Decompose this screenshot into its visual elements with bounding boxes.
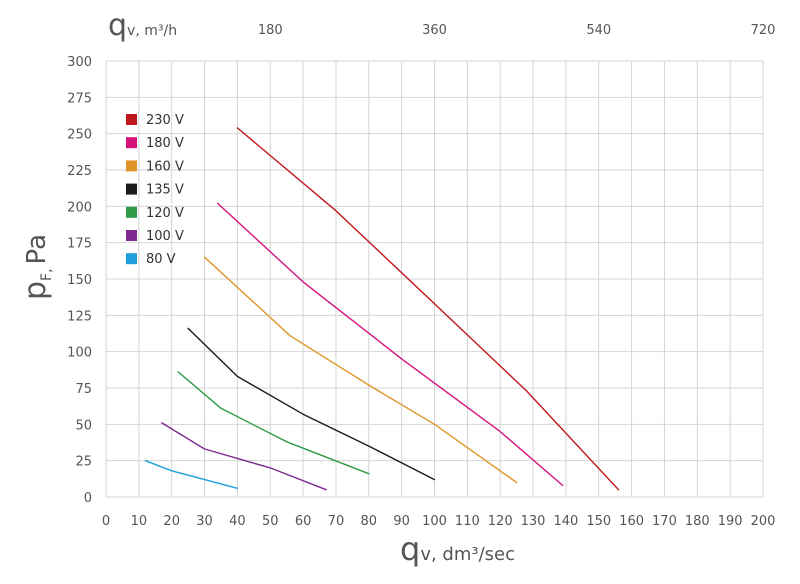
x-tick-label: 60 xyxy=(295,514,312,529)
x-tick-label: 40 xyxy=(229,514,246,529)
y-tick-label: 25 xyxy=(75,455,92,470)
x-tick-label: 130 xyxy=(521,514,546,529)
y-tick-label: 100 xyxy=(67,346,92,361)
y-tick-label: 75 xyxy=(75,382,92,397)
x-tick-label: 100 xyxy=(422,514,447,529)
x-tick-label: 80 xyxy=(361,514,378,529)
series-line-80v xyxy=(144,460,239,489)
legend-label: 120 V xyxy=(146,206,184,221)
series-line-135v xyxy=(187,327,436,481)
top-tick-label: 540 xyxy=(586,23,611,38)
top-tick-label: 360 xyxy=(422,23,447,38)
y-tick-label: 200 xyxy=(67,200,92,215)
legend-label: 135 V xyxy=(146,183,184,198)
y-tick-label: 250 xyxy=(67,128,92,143)
y-tick-label: 175 xyxy=(67,237,92,252)
legend-label: 180 V xyxy=(146,136,184,151)
y-tick-label: 275 xyxy=(67,91,92,106)
x-tick-label: 120 xyxy=(488,514,513,529)
top-axis-title: qv, m³/h xyxy=(108,8,177,43)
y-tick-label: 0 xyxy=(84,491,92,506)
y-tick-label: 225 xyxy=(67,164,92,179)
legend-label: 230 V xyxy=(146,113,184,128)
y-axis-title-main: p xyxy=(18,281,53,300)
x-tick-label: 160 xyxy=(619,514,644,529)
y-axis-ticks: 0 25 50 75 100 125 150 175 200 225 250 275 300 xyxy=(67,55,92,506)
x-tick-label: 50 xyxy=(262,514,279,529)
y-tick-label: 125 xyxy=(67,309,92,324)
x-tick-label: 140 xyxy=(553,514,578,529)
top-tick-label: 720 xyxy=(751,23,776,38)
legend-swatch xyxy=(126,183,137,195)
series-group xyxy=(144,127,620,491)
legend-swatch xyxy=(126,137,137,149)
y-axis-title-sub: F, xyxy=(39,268,55,281)
top-axis-title-sub: v, m³/h xyxy=(127,23,177,39)
x-axis-title-main: q xyxy=(400,530,420,568)
top-axis-title-main: q xyxy=(108,8,127,43)
series-line-120v xyxy=(177,371,370,475)
x-tick-label: 180 xyxy=(685,514,710,529)
y-tick-label: 150 xyxy=(67,273,92,288)
legend-label: 100 V xyxy=(146,229,184,244)
x-tick-label: 70 xyxy=(328,514,345,529)
x-axis-ticks: 0 10 20 30 40 50 60 70 80 90 100 110 120 130 140 150 160… xyxy=(102,514,776,529)
legend-swatch xyxy=(126,230,137,241)
x-tick-label: 30 xyxy=(196,514,213,529)
x-tick-label: 90 xyxy=(393,514,410,529)
grid xyxy=(105,60,764,498)
x-tick-label: 190 xyxy=(718,514,743,529)
x-tick-label: 170 xyxy=(652,514,677,529)
series-line-230v xyxy=(236,127,620,491)
x-tick-label: 0 xyxy=(102,514,110,529)
top-axis-ticks: 180 360 540 720 xyxy=(258,23,776,38)
series-line-100v xyxy=(161,422,327,491)
y-tick-label: 300 xyxy=(67,55,92,70)
y-axis-title-unit: Pa xyxy=(22,234,52,264)
x-tick-label: 10 xyxy=(131,514,148,529)
x-tick-label: 150 xyxy=(586,514,611,529)
series-line-160v xyxy=(203,256,518,484)
legend-label: 80 V xyxy=(146,252,176,267)
x-tick-label: 200 xyxy=(751,514,776,529)
x-axis-title-sub: v, dm³/sec xyxy=(420,544,515,565)
legend-swatch xyxy=(126,206,137,218)
legend-swatch xyxy=(126,114,137,125)
legend-swatch xyxy=(126,160,137,172)
top-tick-label: 180 xyxy=(258,23,283,38)
x-tick-label: 110 xyxy=(455,514,480,529)
legend-swatch xyxy=(126,253,137,265)
x-tick-label: 20 xyxy=(163,514,180,529)
series-line-180v xyxy=(216,202,564,487)
y-tick-label: 50 xyxy=(75,418,92,433)
x-axis-title: qv, dm³/sec xyxy=(400,530,515,568)
legend: 230 V 180 V 160 V 135 V 120 V 100 V 80 V xyxy=(126,113,184,267)
y-axis-title: pF, Pa xyxy=(18,234,55,300)
legend-label: 160 V xyxy=(146,159,184,174)
